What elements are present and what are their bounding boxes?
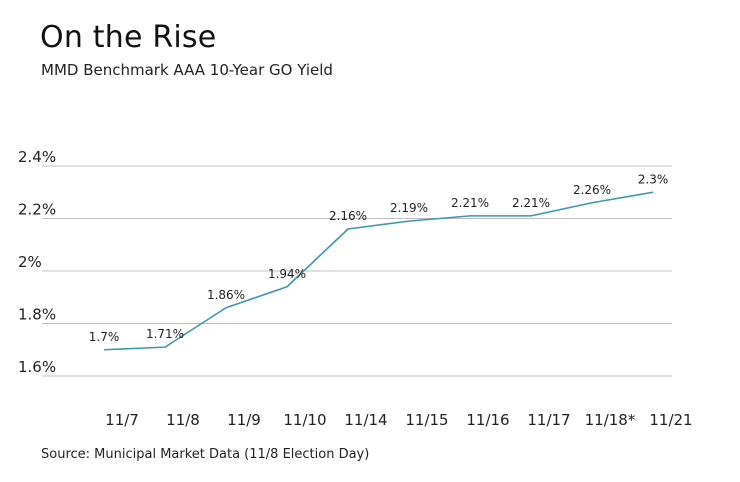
x-tick-label: 11/9	[227, 411, 261, 429]
data-label: 2.26%	[573, 183, 611, 197]
chart-subtitle: MMD Benchmark AAA 10-Year GO Yield	[41, 61, 333, 79]
data-label: 2.16%	[329, 209, 367, 223]
y-tick-label: 2%	[18, 253, 42, 271]
series-line-group	[103, 191, 654, 351]
data-label: 2.3%	[638, 172, 669, 186]
x-tick-label: 11/18*	[585, 411, 636, 429]
x-tick-label: 11/10	[283, 411, 326, 429]
data-label: 2.21%	[512, 196, 550, 210]
data-label: 1.71%	[146, 327, 184, 341]
y-tick-label: 1.6%	[18, 358, 56, 376]
series-line	[103, 191, 654, 351]
data-label: 1.86%	[207, 288, 245, 302]
source-note: Source: Municipal Market Data (11/8 Elec…	[41, 447, 370, 462]
x-axis-ticks: 11/7 11/8 11/9 11/10 11/14 11/15 11/16 11/17 11/…	[105, 411, 692, 429]
x-tick-label: 11/8	[166, 411, 200, 429]
data-labels: 1.7% 1.71% 1.86% 1.94% 2.16% 2.19% 2.21% 2.21% 2…	[89, 172, 669, 344]
x-tick-label: 11/21	[649, 411, 692, 429]
line-chart: 1.6% 1.8% 2% 2.2% 2.4% 1.7% 1.71% 1.86% 1.94% 2.…	[18, 148, 693, 429]
x-tick-label: 11/17	[527, 411, 570, 429]
data-label: 1.94%	[268, 267, 306, 281]
x-tick-label: 11/7	[105, 411, 139, 429]
x-tick-label: 11/15	[405, 411, 448, 429]
x-tick-label: 11/14	[344, 411, 387, 429]
x-tick-label: 11/16	[466, 411, 509, 429]
data-label: 1.7%	[89, 330, 120, 344]
data-label: 2.19%	[390, 201, 428, 215]
gridlines	[42, 165, 672, 377]
y-tick-label: 2.2%	[18, 201, 56, 219]
y-tick-label: 2.4%	[18, 148, 56, 166]
y-axis-ticks: 1.6% 1.8% 2% 2.2% 2.4%	[18, 148, 56, 376]
data-label: 2.21%	[451, 196, 489, 210]
y-tick-label: 1.8%	[18, 306, 56, 324]
chart-title: On the Rise	[40, 20, 217, 55]
